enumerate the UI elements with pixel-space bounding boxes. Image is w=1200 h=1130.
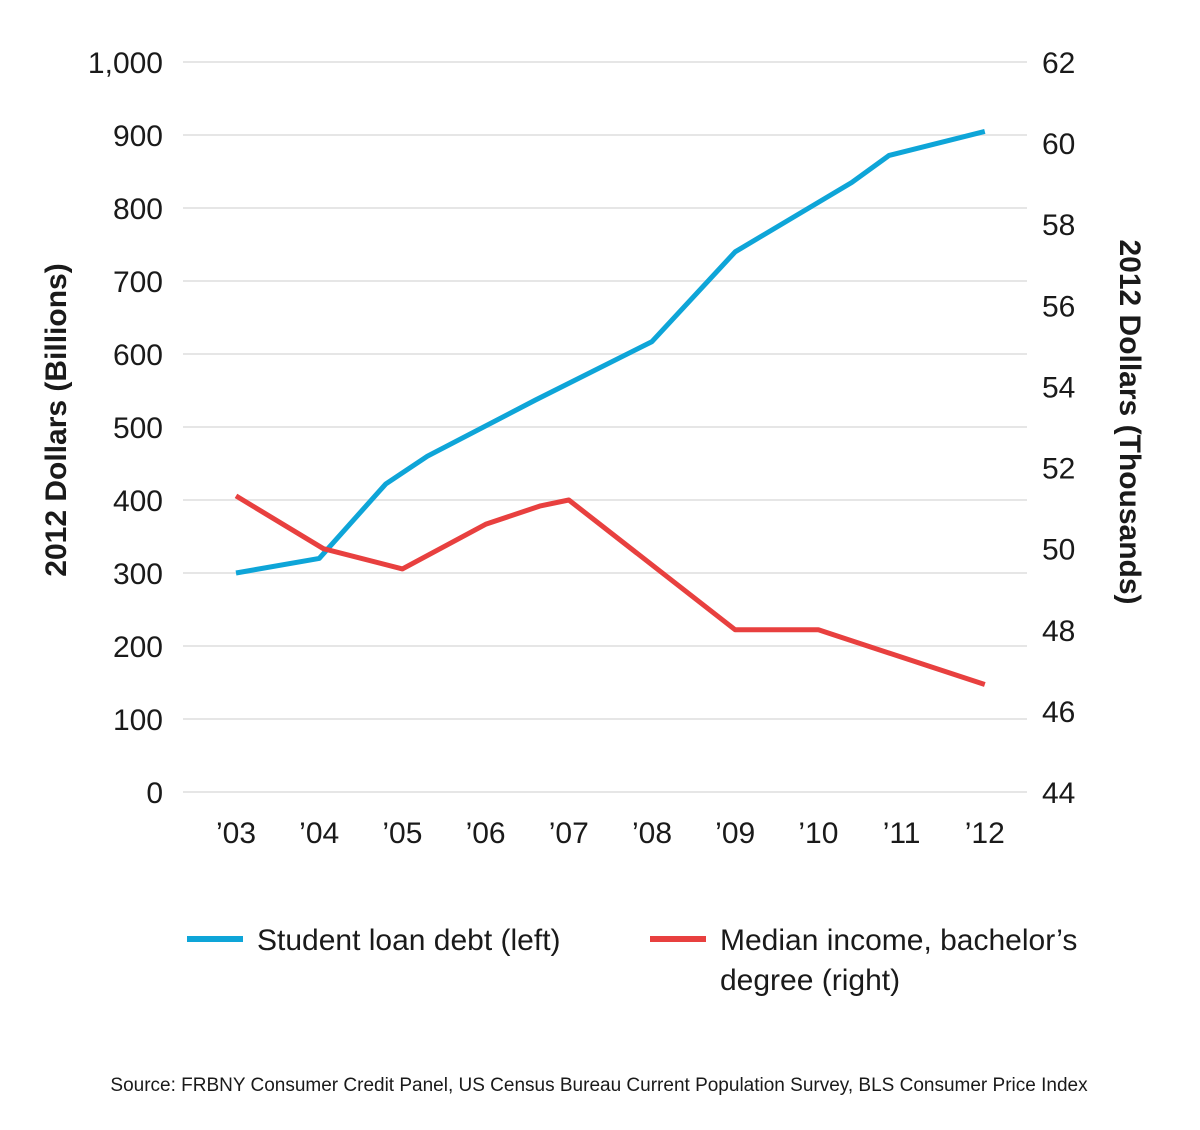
left-tick-label: 300 [113, 558, 163, 591]
left-tick-label: 400 [113, 485, 163, 518]
x-tick-label: ’06 [466, 817, 506, 850]
right-axis-ticks: 44 46 48 50 52 54 56 58 60 62 [1042, 47, 1075, 810]
x-tick-label: ’08 [632, 817, 672, 850]
legend: Student loan debt (left) Median income, … [187, 924, 1077, 997]
left-tick-label: 500 [113, 412, 163, 445]
right-tick-label: 52 [1042, 453, 1075, 486]
x-tick-label: ’09 [715, 817, 755, 850]
series [234, 128, 986, 687]
left-tick-label: 600 [113, 339, 163, 372]
legend-label-median-income-line2: degree (right) [720, 964, 900, 997]
right-tick-label: 46 [1042, 696, 1075, 729]
series-line-median-income [234, 493, 986, 687]
right-tick-label: 58 [1042, 209, 1075, 242]
left-tick-label: 900 [113, 120, 163, 153]
x-tick-label: ’07 [549, 817, 589, 850]
right-tick-label: 56 [1042, 290, 1075, 323]
x-tick-label: ’04 [299, 817, 339, 850]
left-tick-label: 100 [113, 704, 163, 737]
x-axis-ticks: ’03 ’04 ’05 ’06 ’07 ’08 ’09 ’10 ’11 ’12 [216, 817, 1005, 850]
right-tick-label: 48 [1042, 615, 1075, 648]
source-note: Source: FRBNY Consumer Credit Panel, US … [110, 1075, 1088, 1096]
x-tick-label: ’12 [965, 817, 1005, 850]
series-line-student-loan-debt [235, 128, 986, 576]
gridlines [183, 61, 1027, 793]
left-tick-label: 800 [113, 193, 163, 226]
right-tick-label: 54 [1042, 371, 1075, 404]
left-axis-title: 2012 Dollars (Billions) [40, 263, 73, 576]
right-tick-label: 60 [1042, 128, 1075, 161]
left-tick-label: 700 [113, 266, 163, 299]
legend-label-student-loan-debt: Student loan debt (left) [257, 924, 561, 957]
x-tick-label: ’05 [382, 817, 422, 850]
x-tick-label: ’03 [216, 817, 256, 850]
right-tick-label: 44 [1042, 777, 1075, 810]
legend-label-median-income-line1: Median income, bachelor’s [720, 924, 1077, 957]
x-tick-label: ’10 [798, 817, 838, 850]
left-tick-label: 200 [113, 631, 163, 664]
left-tick-label: 1,000 [88, 47, 163, 80]
right-tick-label: 62 [1042, 47, 1075, 80]
left-axis-ticks: 0 100 200 300 400 500 600 700 800 900 1,000 [88, 47, 163, 810]
right-tick-label: 50 [1042, 534, 1075, 567]
left-tick-label: 0 [146, 777, 163, 810]
x-tick-label: ’11 [883, 817, 921, 850]
right-axis-title: 2012 Dollars (Thousands) [1113, 239, 1146, 604]
